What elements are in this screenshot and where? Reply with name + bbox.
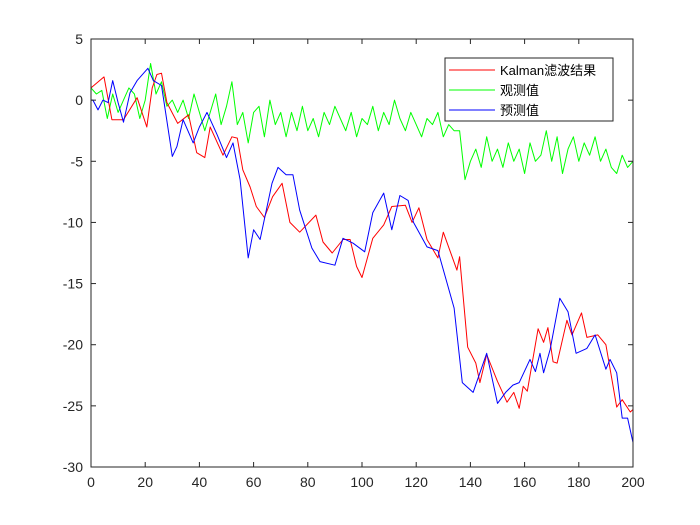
kalman-filter-line xyxy=(90,72,634,413)
series-layer xyxy=(90,63,634,443)
y-tick-label: -20 xyxy=(63,337,83,353)
y-tick-label: -5 xyxy=(71,153,84,169)
x-tick-label: 40 xyxy=(192,474,208,490)
x-tick-label: 0 xyxy=(87,474,95,490)
legend-label-observed: 观测值 xyxy=(500,83,539,98)
tick-layer: 0 20 40 60 80 100 120 140 160 180 200 5 0 -5 -10 -15 -20… xyxy=(63,31,645,490)
x-tick-label: 180 xyxy=(567,474,591,490)
y-tick-label: -25 xyxy=(63,398,83,414)
x-tick-label: 120 xyxy=(405,474,429,490)
observed-line xyxy=(90,63,634,181)
y-tick-label: 0 xyxy=(75,92,83,108)
x-tick-label: 160 xyxy=(513,474,537,490)
y-tick-label: -30 xyxy=(63,459,83,475)
legend-label-predicted: 预测值 xyxy=(500,103,539,118)
predicted-line xyxy=(91,67,634,443)
y-tick-label: 5 xyxy=(75,31,83,47)
legend: Kalman滤波结果 观测值 预测值 xyxy=(444,57,614,122)
x-tick-label: 140 xyxy=(459,474,483,490)
x-tick-label: 20 xyxy=(137,474,153,490)
y-tick-label: -15 xyxy=(63,276,83,292)
x-tick-label: 200 xyxy=(621,474,645,490)
x-tick-label: 100 xyxy=(350,474,374,490)
legend-label-kalman: Kalman滤波结果 xyxy=(500,63,596,78)
x-tick-label: 60 xyxy=(246,474,262,490)
x-tick-label: 80 xyxy=(300,474,316,490)
y-tick-label: -10 xyxy=(63,214,83,230)
